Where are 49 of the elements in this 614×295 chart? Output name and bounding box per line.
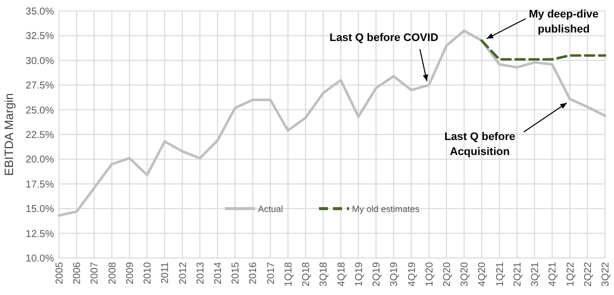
annotation: Last Q before COVID	[329, 32, 438, 44]
x-tick-label: 4Q19	[406, 262, 418, 286]
x-tick-label: 3Q19	[389, 262, 400, 286]
y-tick-label: 17.5%	[26, 179, 54, 190]
y-tick-label: 30.0%	[26, 56, 54, 67]
x-tick-label: 2014	[213, 262, 224, 284]
x-tick-label: 1Q22	[565, 262, 576, 286]
x-tick-label: 1Q18	[283, 262, 294, 286]
y-tick-label: 15.0%	[26, 204, 54, 216]
x-tick-label: 4Q21	[548, 262, 559, 286]
annotation: My deep-dive published	[528, 8, 599, 36]
y-tick-label: 20.0%	[26, 154, 54, 166]
x-tick-label: 3Q21	[530, 262, 542, 286]
x-tick-label: 3Q22	[600, 262, 612, 286]
x-tick-label: 2012	[178, 262, 189, 284]
y-tick-label: 12.5%	[26, 228, 54, 240]
x-tick-label: 2009	[124, 262, 136, 284]
x-tick-label: 2Q21	[512, 262, 524, 286]
x-tick-label: 1Q20	[424, 262, 436, 286]
x-tick-label: 2005	[54, 262, 66, 284]
x-tick-label: 2010	[142, 262, 154, 284]
x-tick-label: 2006	[72, 262, 84, 284]
annotation: Last Q before Acquisition	[444, 130, 516, 158]
y-tick-label: 27.5%	[26, 80, 54, 92]
y-tick-label: 35.0%	[26, 6, 54, 18]
x-tick-label: 2007	[90, 262, 101, 284]
legend-label: My old estimates	[352, 204, 420, 214]
y-axis-title: EBITDA Margin	[2, 93, 16, 176]
x-tick-label: 4Q20	[477, 262, 488, 286]
x-tick-label: 2Q18	[301, 262, 312, 286]
x-tick-label: 3Q20	[460, 262, 471, 286]
x-tick-label: 2016	[248, 262, 260, 284]
x-tick-label: 2017	[266, 262, 277, 284]
x-tick-label: 2015	[230, 262, 242, 284]
legend-label: Actual	[258, 204, 284, 214]
x-tick-label: 3Q18	[318, 262, 330, 286]
y-tick-label: 10.0%	[26, 254, 54, 264]
y-tick-label: 25.0%	[26, 105, 54, 116]
x-tick-label: 1Q19	[354, 262, 365, 286]
x-tick-label: 4Q18	[336, 262, 348, 286]
x-tick-label: 2011	[160, 262, 172, 284]
x-tick-label: 1Q21	[494, 262, 506, 286]
x-tick-label: 2Q20	[442, 262, 453, 286]
y-tick-label: 22.5%	[26, 130, 54, 141]
x-tick-label: 2013	[195, 262, 206, 284]
x-tick-label: 2Q22	[582, 262, 594, 286]
x-tick-label: 2008	[107, 262, 118, 284]
x-tick-label: 2Q19	[372, 262, 383, 286]
y-tick-label: 32.5%	[26, 31, 54, 42]
